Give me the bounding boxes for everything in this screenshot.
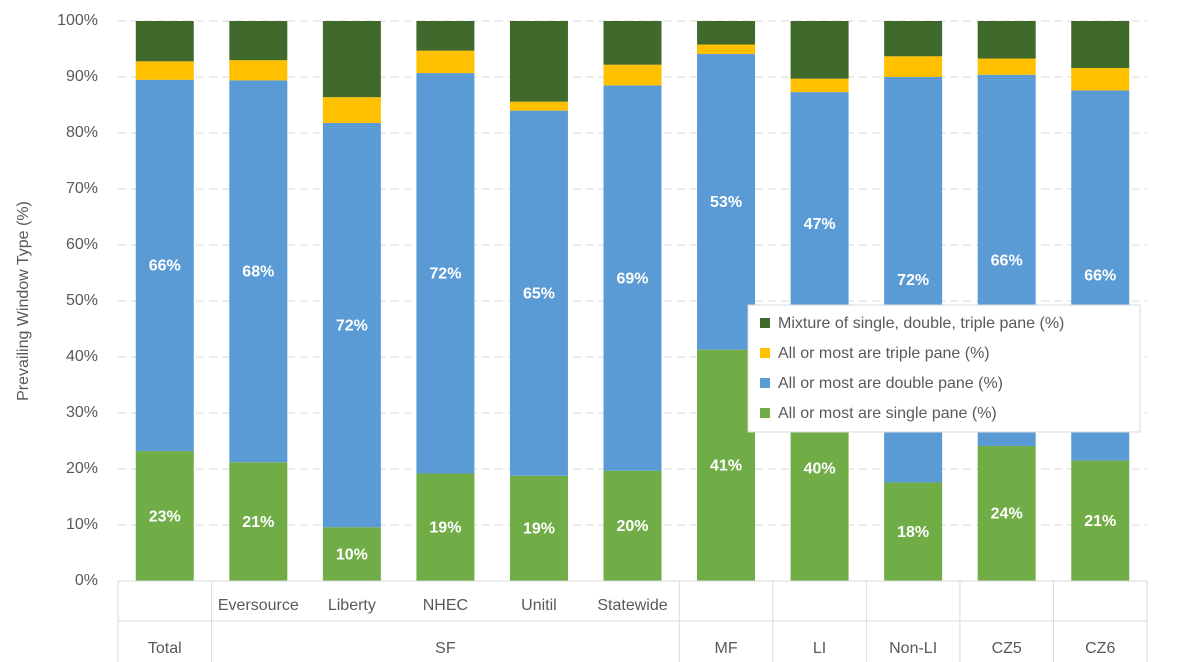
bar-segment bbox=[697, 54, 756, 350]
y-tick-label: 60% bbox=[66, 236, 98, 253]
bar-segment bbox=[977, 58, 1036, 75]
bar-segment bbox=[135, 79, 194, 452]
y-tick-label: 30% bbox=[66, 404, 98, 421]
y-tick-label: 80% bbox=[66, 124, 98, 141]
bar-segment bbox=[229, 60, 288, 81]
value-label: 66% bbox=[1084, 268, 1116, 285]
group-label: MF bbox=[714, 640, 737, 657]
bar-segment bbox=[229, 21, 288, 61]
value-label: 66% bbox=[991, 253, 1023, 270]
value-label: 72% bbox=[336, 317, 368, 334]
bar-segment bbox=[1071, 460, 1130, 581]
value-label: 19% bbox=[523, 521, 555, 538]
bar-segment bbox=[509, 21, 568, 102]
x-tick-label: Unitil bbox=[521, 597, 557, 614]
bar-segment bbox=[416, 73, 475, 474]
bar-segment bbox=[416, 473, 475, 581]
legend-box bbox=[747, 304, 1141, 433]
bar-segment bbox=[697, 44, 756, 55]
bar-segment bbox=[697, 349, 756, 581]
legend-swatch bbox=[760, 378, 770, 388]
bar-segment bbox=[322, 122, 381, 528]
bar-segment bbox=[884, 56, 943, 77]
value-label: 19% bbox=[429, 519, 461, 536]
bar-segment bbox=[603, 85, 662, 471]
value-label: 24% bbox=[991, 506, 1023, 523]
group-label: Non-LI bbox=[889, 640, 937, 657]
bar-segment bbox=[416, 50, 475, 74]
y-tick-label: 100% bbox=[57, 12, 98, 29]
value-label: 21% bbox=[1084, 513, 1116, 530]
value-label: 47% bbox=[804, 216, 836, 233]
legend-swatch bbox=[760, 318, 770, 328]
value-label: 53% bbox=[710, 194, 742, 211]
y-tick-label: 50% bbox=[66, 292, 98, 309]
bar-segment bbox=[977, 21, 1036, 59]
bar-segment bbox=[229, 462, 288, 581]
value-label: 18% bbox=[897, 524, 929, 541]
y-tick-label: 10% bbox=[66, 516, 98, 533]
bar-segment bbox=[790, 78, 849, 93]
legend-label: All or most are triple pane (%) bbox=[778, 345, 990, 362]
bar-segment bbox=[884, 482, 943, 581]
group-label: Total bbox=[148, 640, 182, 657]
bar-segment bbox=[603, 470, 662, 581]
bar-segment bbox=[322, 527, 381, 581]
group-label: LI bbox=[813, 640, 826, 657]
value-label: 21% bbox=[242, 514, 274, 531]
value-label: 65% bbox=[523, 285, 555, 302]
y-tick-label: 0% bbox=[75, 572, 98, 589]
bar-segment bbox=[697, 21, 756, 45]
value-label: 40% bbox=[804, 461, 836, 478]
value-label: 72% bbox=[429, 265, 461, 282]
x-tick-label: Eversource bbox=[218, 597, 299, 614]
bar-segment bbox=[416, 21, 475, 51]
bar-segment bbox=[509, 110, 568, 476]
value-label: 72% bbox=[897, 272, 929, 289]
group-label: SF bbox=[435, 640, 456, 657]
x-tick-label: Statewide bbox=[597, 597, 667, 614]
bar-segment bbox=[135, 61, 194, 80]
bar-segment bbox=[603, 21, 662, 65]
bar-segment bbox=[135, 21, 194, 62]
value-label: 69% bbox=[616, 270, 648, 287]
bar-segment bbox=[322, 97, 381, 123]
y-tick-label: 40% bbox=[66, 348, 98, 365]
value-label: 10% bbox=[336, 546, 368, 563]
x-tick-label: Liberty bbox=[328, 597, 376, 614]
bar-segment bbox=[509, 101, 568, 111]
bar-segment bbox=[884, 21, 943, 57]
bar-segment bbox=[977, 446, 1036, 581]
legend-label: All or most are single pane (%) bbox=[778, 405, 997, 422]
group-label: CZ5 bbox=[992, 640, 1022, 657]
y-tick-label: 70% bbox=[66, 180, 98, 197]
value-label: 41% bbox=[710, 458, 742, 475]
bar-segment bbox=[135, 451, 194, 581]
y-tick-label: 20% bbox=[66, 460, 98, 477]
bar-segment bbox=[229, 80, 288, 463]
x-tick-label: NHEC bbox=[423, 597, 468, 614]
value-label: 20% bbox=[616, 518, 648, 535]
bar-segment bbox=[509, 475, 568, 581]
y-axis-label: Prevailing Window Type (%) bbox=[15, 201, 32, 401]
value-label: 66% bbox=[149, 258, 181, 275]
legend-swatch bbox=[760, 408, 770, 418]
bar-segment bbox=[603, 64, 662, 86]
legend-swatch bbox=[760, 348, 770, 358]
y-tick-label: 90% bbox=[66, 68, 98, 85]
value-label: 68% bbox=[242, 264, 274, 281]
bar-segment bbox=[790, 21, 849, 79]
group-label: CZ6 bbox=[1085, 640, 1115, 657]
legend-label: Mixture of single, double, triple pane (… bbox=[778, 315, 1064, 332]
legend-label: All or most are double pane (%) bbox=[778, 375, 1003, 392]
bar-segment bbox=[322, 21, 381, 98]
bar-segment bbox=[1071, 21, 1130, 69]
value-label: 23% bbox=[149, 508, 181, 525]
bar-segment bbox=[1071, 68, 1130, 91]
